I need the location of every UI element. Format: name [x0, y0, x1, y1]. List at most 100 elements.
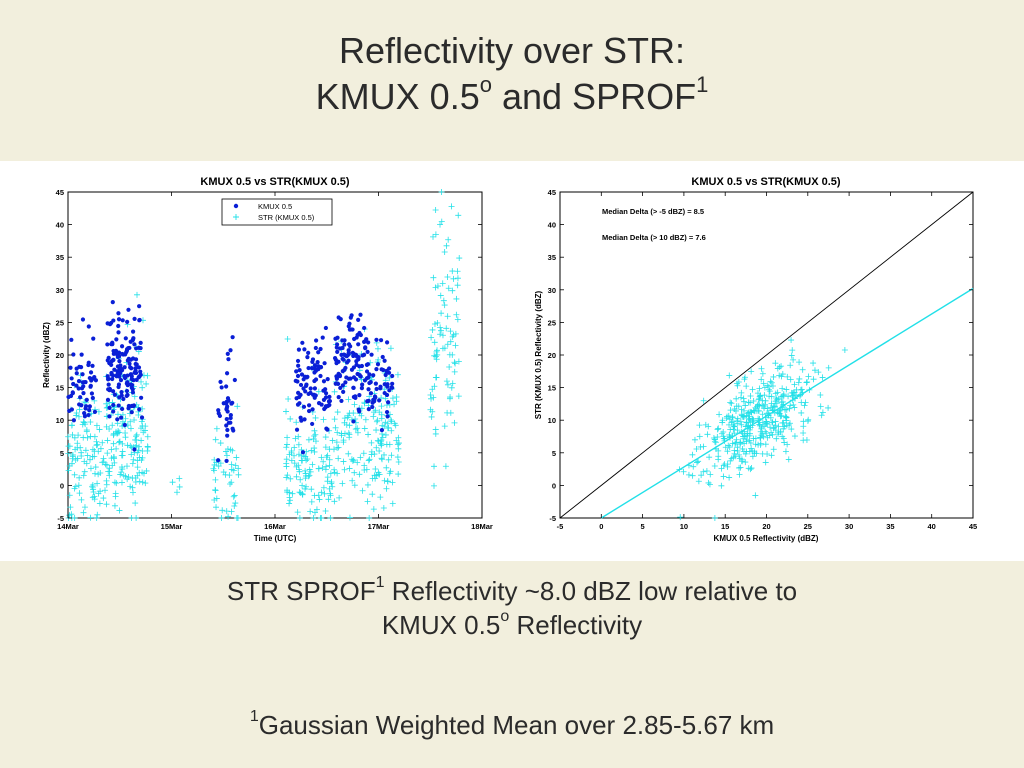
- data-point: [87, 456, 94, 463]
- data-point: [288, 449, 295, 456]
- data-point: [302, 485, 309, 492]
- data-point: [78, 395, 83, 400]
- data-point: [129, 460, 136, 467]
- data-point: [370, 413, 377, 420]
- data-point: [124, 393, 129, 399]
- data-point: [302, 417, 307, 422]
- data-point: [327, 470, 334, 477]
- data-point: [825, 404, 832, 411]
- y-tick-label: 35: [548, 253, 556, 262]
- data-point: [451, 368, 458, 375]
- data-point: [388, 427, 395, 434]
- data-point: [82, 414, 87, 419]
- data-point: [346, 514, 353, 521]
- data-point: [134, 362, 139, 367]
- data-point: [318, 489, 325, 496]
- data-point: [360, 450, 367, 457]
- data-point: [385, 456, 392, 463]
- data-point: [387, 345, 394, 352]
- data-point: [230, 467, 237, 474]
- data-point: [84, 397, 89, 402]
- data-point: [369, 352, 374, 357]
- data-point: [66, 394, 71, 400]
- data-point: [390, 381, 395, 386]
- data-point: [322, 406, 327, 412]
- data-point: [711, 436, 718, 443]
- data-point: [741, 413, 748, 420]
- data-point: [296, 390, 301, 395]
- data-point: [385, 414, 390, 419]
- data-point: [346, 324, 351, 329]
- data-point: [349, 367, 355, 372]
- data-point: [169, 479, 176, 486]
- data-point: [111, 373, 116, 378]
- data-point: [742, 459, 749, 466]
- data-point: [437, 221, 444, 228]
- data-point: [87, 404, 92, 409]
- data-point: [302, 347, 307, 352]
- data-point: [312, 431, 319, 438]
- degree-superscript: o: [500, 608, 510, 626]
- data-point: [65, 433, 72, 440]
- data-point: [102, 461, 109, 468]
- data-point: [449, 380, 456, 387]
- data-point: [451, 359, 458, 366]
- data-point: [365, 362, 371, 367]
- y-tick-label: 15: [548, 384, 556, 393]
- data-point: [213, 425, 220, 432]
- x-tick-label: 16Mar: [264, 522, 286, 531]
- data-point: [122, 429, 129, 436]
- data-point: [65, 467, 72, 474]
- data-point: [124, 442, 131, 449]
- data-point: [234, 403, 241, 410]
- data-point: [319, 464, 326, 471]
- reference-lines: [559, 191, 974, 519]
- data-point: [217, 440, 224, 447]
- data-point: [751, 450, 758, 457]
- data-point: [357, 393, 362, 398]
- data-point: [339, 398, 344, 404]
- data-point: [116, 317, 122, 322]
- x-tick-label: 30: [845, 522, 853, 531]
- data-point: [715, 425, 722, 432]
- data-point: [817, 391, 824, 398]
- data-point: [134, 472, 141, 479]
- data-point: [128, 451, 135, 458]
- data-point: [67, 504, 74, 511]
- data-point: [91, 433, 98, 440]
- data-point: [740, 398, 747, 405]
- plot-area: [67, 191, 483, 519]
- data-point: [810, 360, 817, 367]
- data-point: [119, 390, 124, 395]
- data-point: [321, 379, 327, 384]
- data-point: [112, 493, 119, 500]
- data-point: [365, 431, 372, 438]
- data-point: [89, 391, 95, 396]
- data-point: [381, 451, 388, 458]
- data-point: [230, 426, 235, 431]
- data-point: [117, 374, 122, 379]
- data-point: [354, 459, 361, 466]
- data-point: [747, 440, 754, 447]
- data-point: [211, 467, 218, 474]
- data-point: [689, 451, 696, 458]
- data-point: [81, 468, 88, 475]
- data-point: [726, 372, 733, 379]
- data-point: [345, 396, 352, 403]
- data-point: [322, 434, 329, 441]
- data-point: [316, 350, 321, 355]
- data-point: [315, 465, 322, 472]
- data-point: [378, 455, 385, 462]
- data-point: [120, 318, 125, 323]
- data-point: [90, 486, 97, 493]
- data-point: [88, 383, 93, 388]
- data-point: [100, 455, 107, 462]
- data-point: [126, 406, 131, 411]
- data-point: [334, 361, 339, 366]
- data-point: [386, 470, 393, 477]
- data-point: [124, 381, 129, 386]
- data-point: [705, 423, 712, 430]
- data-point: [312, 370, 317, 375]
- data-point: [772, 360, 779, 367]
- data-point: [782, 413, 789, 420]
